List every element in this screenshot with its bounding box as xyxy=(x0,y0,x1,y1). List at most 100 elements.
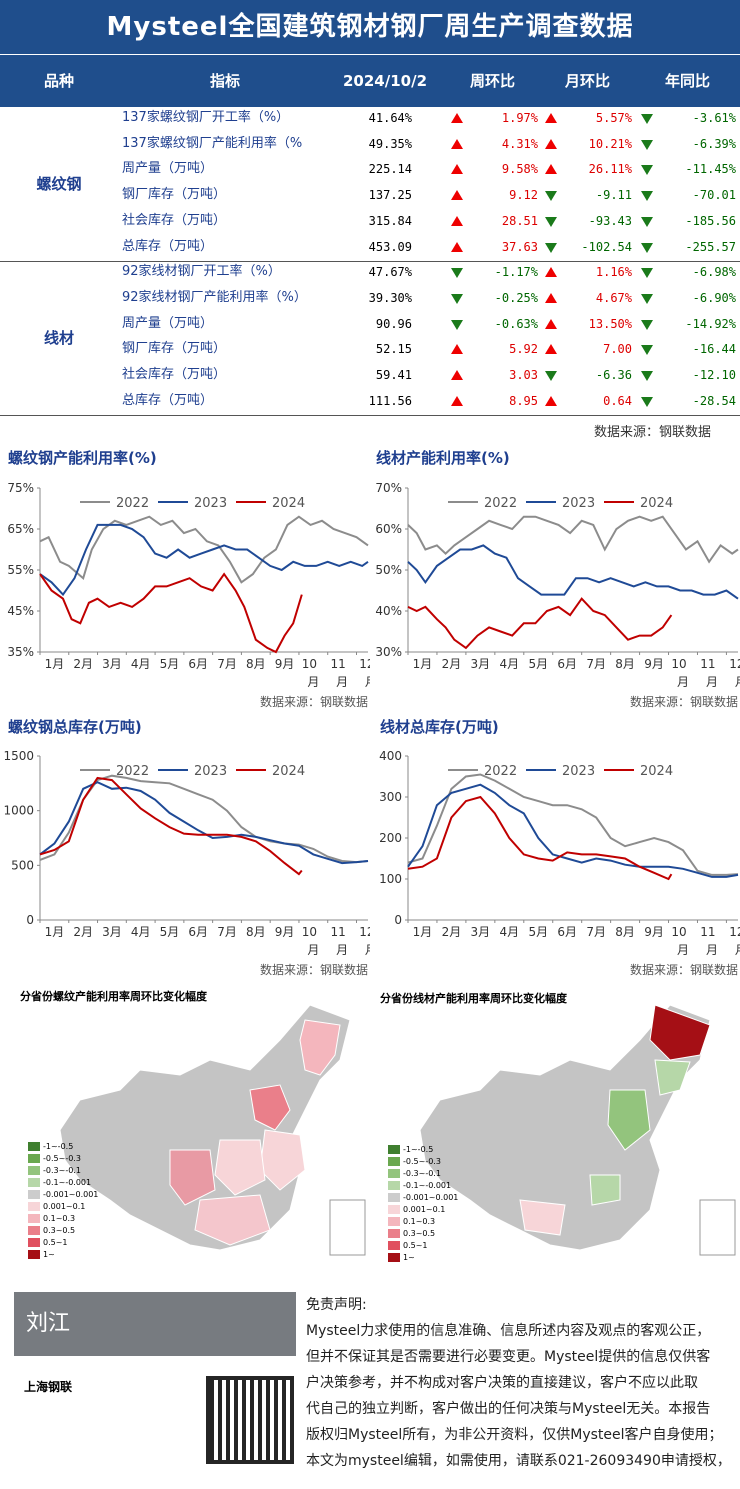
legend-item: -0.3~-0.1 xyxy=(388,1169,441,1179)
table-row: 周产量（万吨） 90.96 -0.63% 13.50% -14.92% xyxy=(0,312,740,338)
table-row: 92家线材钢厂产能利用率（%） 39.30% -0.25% 4.67% -6.90% xyxy=(0,286,740,312)
yoy-cell: -14.92% xyxy=(685,316,736,331)
map-title-wire: 分省份线材产能利用率周环比变化幅度 xyxy=(380,992,567,1005)
disclaimer-line: 代自己的独立判断，客户做出的任何决策与Mysteel无关。本报告 xyxy=(306,1401,711,1417)
chart-source-note: 数据来源：钢联数据 xyxy=(260,694,368,709)
indicator-label: 周产量（万吨） xyxy=(122,315,214,331)
legend-label: 0.1~0.3 xyxy=(43,1214,76,1223)
legend-label: 0.3~0.5 xyxy=(43,1226,76,1235)
legend-label: 0.001~0.1 xyxy=(403,1205,446,1214)
yoy-cell: -6.90% xyxy=(692,290,736,305)
down-arrow-icon xyxy=(641,242,653,253)
series-line-2024 xyxy=(39,572,303,654)
x-tick-label: 3月 xyxy=(471,657,491,671)
yoy-cell: -255.57 xyxy=(685,239,736,254)
x-tick-label: 7月 xyxy=(217,657,237,671)
value-cell: 59.41 xyxy=(375,368,412,382)
y-tick-label: 1000 xyxy=(3,804,34,818)
legend-label: -1~-0.5 xyxy=(403,1145,434,1154)
map-title-rebar: 分省份螺纹产能利用率周环比变化幅度 xyxy=(20,990,207,1003)
map-wire-legend: -1~-0.5 -0.5~-0.3 -0.3~-0.1 -0.1~-0.001 -0.0… xyxy=(388,1145,468,1275)
yoy-cell: -3.61% xyxy=(692,111,736,125)
legend-label: 2022 xyxy=(116,764,149,779)
x-tick-label: 11 xyxy=(700,925,715,939)
x-tick-label: 1月 xyxy=(45,925,65,939)
value-cell: 111.56 xyxy=(368,393,412,408)
y-tick-label: 55% xyxy=(7,563,34,577)
y-tick-label: 70% xyxy=(375,481,402,495)
group-label: 线材 xyxy=(43,329,74,348)
down-arrow-icon xyxy=(641,191,653,202)
header-date: 2024/10/2 xyxy=(342,72,428,90)
yoy-cell: -6.98% xyxy=(692,265,736,280)
up-arrow-icon xyxy=(451,164,463,175)
value-cell: 315.84 xyxy=(368,213,412,228)
legend-swatch xyxy=(28,1178,40,1187)
series-line-2024 xyxy=(39,776,303,876)
mom-cell: -6.36 xyxy=(595,368,632,382)
up-arrow-icon xyxy=(451,190,463,201)
chart-wire-inventory: 0 100 200 300 400 1月 2月 3月 4月 5月 6月 7月 8月 9月 10 月 11 月 12 月… xyxy=(379,749,740,977)
legend-item: -0.001~0.001 xyxy=(388,1193,458,1203)
mom-cell: 1.16% xyxy=(595,265,632,280)
map-rebar-inset xyxy=(329,1199,366,1256)
x-tick-label: 5月 xyxy=(528,925,548,939)
x-tick-label: 5月 xyxy=(160,925,180,939)
x-tick-label-unit: 月 xyxy=(706,675,718,689)
legend-item: -0.1~-0.001 xyxy=(28,1178,91,1188)
up-arrow-icon xyxy=(545,344,557,355)
value-cell: 39.30% xyxy=(368,290,412,305)
indicator-label: 社会库存（万吨） xyxy=(122,212,227,228)
mom-cell: 7.00 xyxy=(603,342,632,357)
x-tick-label: 11 xyxy=(700,657,715,671)
table-row: 周产量（万吨） 225.14 9.58% 26.11% -11.45% xyxy=(0,157,740,183)
wow-cell: -1.17% xyxy=(494,265,538,280)
down-arrow-icon xyxy=(641,165,653,176)
down-arrow-icon xyxy=(451,319,463,330)
x-tick-label-unit: 月 xyxy=(677,943,689,957)
table-bottom-divider xyxy=(0,415,740,417)
x-tick-label-unit: 月 xyxy=(307,675,319,689)
legend-swatch xyxy=(388,1229,400,1238)
y-tick-label: 50% xyxy=(375,563,402,577)
x-tick-label: 9月 xyxy=(275,925,295,939)
x-tick-label: 2月 xyxy=(442,925,462,939)
down-arrow-icon xyxy=(641,319,653,330)
legend-label: 2024 xyxy=(272,496,305,511)
down-arrow-icon xyxy=(451,293,463,304)
legend-swatch xyxy=(388,1217,400,1226)
x-tick-label: 4月 xyxy=(499,657,519,671)
disclaimer-line: 但并不保证其是否需要进行必要变更。Mysteel提供的信息仅供客 xyxy=(306,1349,711,1365)
x-tick-label: 10 xyxy=(302,657,317,671)
mom-cell: 26.11% xyxy=(588,162,632,177)
x-tick-label: 1月 xyxy=(413,925,433,939)
series-line-2023 xyxy=(39,523,369,597)
x-tick-label: 7月 xyxy=(217,925,237,939)
chart-title-rebar-inventory: 螺纹钢总库存(万吨) xyxy=(8,718,142,736)
yoy-cell: -12.10 xyxy=(692,368,736,382)
y-tick-label: 1500 xyxy=(3,749,34,763)
y-tick-label: 45% xyxy=(7,604,34,618)
mom-cell: -102.54 xyxy=(581,239,632,254)
x-tick-label: 6月 xyxy=(188,925,208,939)
x-tick-label: 10 xyxy=(671,925,686,939)
mom-cell: 5.57% xyxy=(595,111,632,125)
legend-label: 0.1~0.3 xyxy=(403,1217,436,1226)
wow-cell: 5.92 xyxy=(509,342,538,357)
value-cell: 90.96 xyxy=(375,316,412,331)
map-wire-heilongjiang xyxy=(649,1004,711,1061)
y-tick-label: 0 xyxy=(394,913,402,927)
value-cell: 41.64% xyxy=(368,111,412,125)
chart-source-note: 数据来源：钢联数据 xyxy=(630,694,738,709)
header-wow: 周环比 xyxy=(469,72,515,90)
map-wire-central xyxy=(589,1174,621,1206)
legend-label: 0.001~0.1 xyxy=(43,1202,86,1211)
legend-item: 1~ xyxy=(388,1253,415,1263)
legend-item: 0.1~0.3 xyxy=(388,1217,435,1227)
indicator-label: 社会库存（万吨） xyxy=(122,367,227,382)
legend-swatch xyxy=(388,1157,400,1166)
legend-label: 0.5~1 xyxy=(43,1238,68,1247)
chart-rebar-utilization: 35%45%55%65%75%1月 2月 3月 4月 5月 6月 7月 8月 9月 10月11月1… xyxy=(7,481,370,709)
table-row: 总库存（万吨） 111.56 8.95 0.64 -28.54 xyxy=(0,389,740,415)
x-tick-label: 11 xyxy=(330,925,345,939)
